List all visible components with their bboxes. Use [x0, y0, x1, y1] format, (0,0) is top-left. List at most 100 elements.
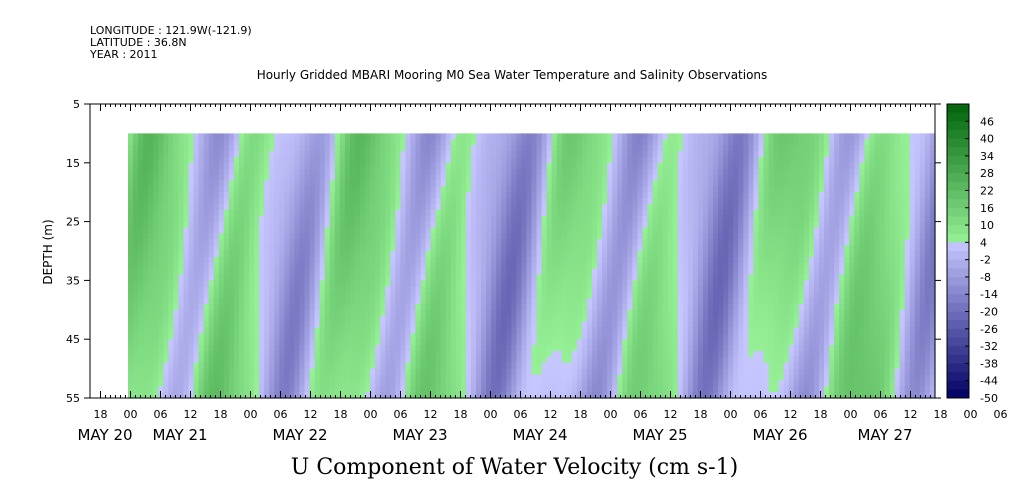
heatmap-cell [420, 368, 427, 376]
heatmap-cell [173, 192, 180, 199]
heatmap-cell [536, 245, 543, 252]
heatmap-cell [592, 203, 598, 211]
heatmap-cell [218, 268, 225, 276]
heatmap-cell [269, 268, 275, 276]
heatmap-cell [228, 327, 235, 334]
heatmap-cell [228, 286, 235, 293]
heatmap-cell [349, 251, 356, 258]
heatmap-cell [370, 298, 376, 305]
heatmap-cell [329, 345, 336, 352]
heatmap-cell [516, 333, 523, 340]
heatmap-cell [370, 180, 376, 187]
heatmap-cell [148, 339, 154, 346]
heatmap-cell [491, 374, 497, 381]
heatmap-cell [435, 239, 442, 246]
heatmap-cell [541, 139, 548, 146]
heatmap-cell [228, 239, 235, 246]
heatmap-cell [143, 321, 149, 329]
heatmap-cell [496, 156, 502, 164]
heatmap-cell [390, 192, 396, 199]
heatmap-cell [324, 245, 331, 252]
heatmap-cell [521, 192, 528, 199]
heatmap-cell [344, 133, 351, 140]
heatmap-cell [581, 386, 588, 393]
heatmap-cell [188, 221, 195, 229]
heatmap-cell [269, 327, 275, 334]
heatmap-cell [264, 133, 270, 140]
heatmap-cell [143, 268, 149, 276]
heatmap-cell [470, 251, 477, 258]
heatmap-cell [556, 256, 563, 264]
heatmap-cell [445, 345, 452, 352]
heatmap-cell [521, 145, 528, 152]
heatmap-cell [203, 298, 210, 305]
heatmap-cell [289, 345, 296, 352]
heatmap-cell [259, 139, 265, 146]
heatmap-cell [607, 251, 613, 258]
heatmap-cell [430, 245, 437, 252]
heatmap-cell [476, 145, 482, 152]
heatmap-cell [516, 256, 523, 264]
heatmap-cell [188, 151, 195, 158]
heatmap-cell [652, 162, 659, 170]
heatmap-cell [370, 203, 376, 211]
heatmap-cell [460, 345, 467, 352]
heatmap-cell [279, 233, 285, 240]
heatmap-cell [455, 215, 462, 223]
heatmap-cell [218, 174, 225, 182]
heatmap-cell [375, 327, 381, 334]
heatmap-cell [163, 227, 169, 234]
heatmap-cell [354, 174, 361, 182]
heatmap-cell [284, 280, 290, 287]
heatmap-cell [486, 292, 492, 299]
heatmap-cell [304, 256, 311, 264]
heatmap-cell [339, 356, 346, 364]
heatmap-cell [279, 262, 285, 270]
heatmap-cell [657, 315, 664, 323]
heatmap-cell [566, 192, 573, 199]
heatmap-cell [249, 327, 255, 334]
heatmap-cell [203, 362, 210, 370]
heatmap-cell [294, 356, 301, 364]
heatmap-cell [536, 251, 543, 258]
heatmap-cell [672, 215, 679, 223]
heatmap-cell [586, 315, 593, 323]
heatmap-cell [254, 186, 260, 193]
heatmap-cell [571, 274, 578, 281]
heatmap-cell [294, 350, 301, 358]
heatmap-cell [526, 209, 533, 217]
heatmap-cell [148, 374, 154, 381]
heatmap-cell [642, 145, 649, 152]
heatmap-cell [501, 286, 507, 293]
heatmap-cell [158, 368, 164, 376]
heatmap-cell [496, 327, 502, 334]
heatmap-cell [677, 386, 684, 393]
heatmap-cell [440, 298, 447, 305]
heatmap-cell [455, 145, 462, 152]
heatmap-cell [254, 303, 260, 311]
heatmap-cell [622, 339, 628, 346]
heatmap-cell [309, 198, 316, 205]
heatmap-cell [531, 245, 538, 252]
heatmap-cell [465, 362, 472, 370]
heatmap-cell [586, 174, 593, 182]
heatmap-cell [218, 292, 225, 299]
heatmap-cell [244, 133, 250, 140]
heatmap-cell [546, 251, 553, 258]
heatmap-cell [128, 133, 134, 140]
heatmap-cell [213, 368, 220, 376]
heatmap-cell [294, 215, 301, 223]
heatmap-cell [188, 315, 195, 323]
heatmap-cell [652, 262, 659, 270]
heatmap-cell [264, 245, 270, 252]
heatmap-cell [627, 309, 633, 317]
heatmap-cell [294, 203, 301, 211]
heatmap-cell [259, 133, 265, 140]
heatmap-cell [138, 380, 144, 387]
heatmap-cell [586, 180, 593, 187]
heatmap-cell [536, 298, 543, 305]
heatmap-cell [395, 333, 401, 340]
heatmap-cell [395, 280, 401, 287]
heatmap-cell [430, 280, 437, 287]
heatmap-cell [319, 203, 326, 211]
